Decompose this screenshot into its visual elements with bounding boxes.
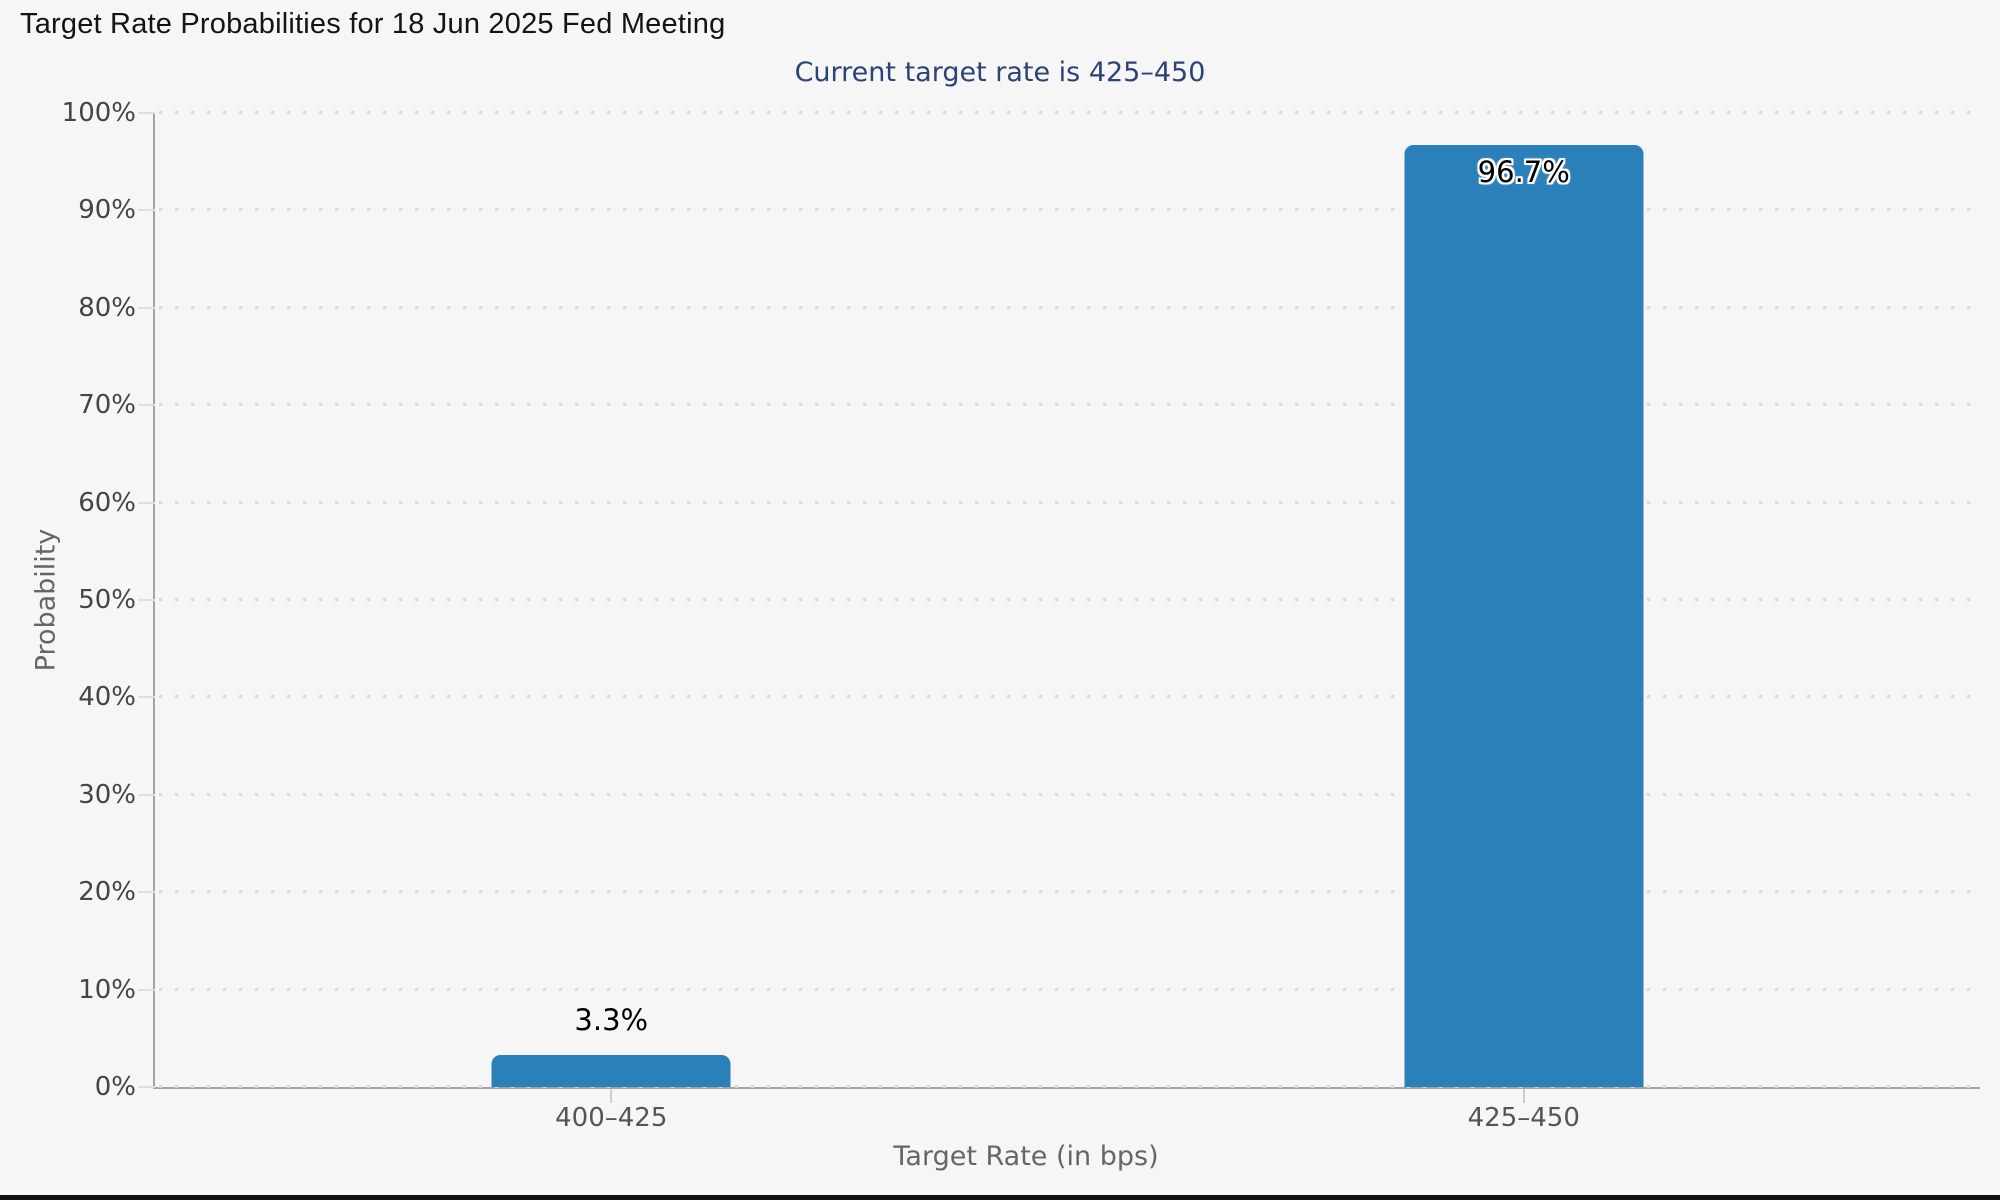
gridline [159, 792, 1980, 796]
gridline [159, 695, 1980, 699]
gridline [159, 500, 1980, 504]
x-axis-tick [1522, 1089, 1525, 1103]
bars-layer: 3.3% 400–425 96.7% 425–450 [155, 113, 1981, 1133]
probability-bar[interactable]: 96.7% [1404, 145, 1644, 1087]
gridline [159, 890, 1980, 894]
y-axis-tick [138, 793, 155, 796]
gridline [159, 987, 1980, 991]
chart-subtitle: Current target rate is 425–450 [794, 57, 1206, 88]
y-axis-tick-label: 30% [78, 779, 136, 810]
gridlines-layer: 0% 10% 20% 30% 40% 50% 60% 70% 80% 90% 100% [62, 98, 1980, 1102]
y-axis-tick [138, 891, 155, 894]
y-axis-tick [138, 112, 155, 114]
y-axis-tick-label: 60% [78, 487, 136, 518]
y-axis-title: Probability [30, 528, 62, 672]
gridline [159, 111, 1980, 114]
y-axis-tick-label: 90% [78, 195, 136, 226]
y-axis-tick [138, 599, 155, 601]
plot-area: 0% 10% 20% 30% 40% 50% 60% 70% 80% 90% 100% 3.3% 40… [62, 98, 1981, 1133]
y-axis-tick [138, 1086, 155, 1088]
y-axis-tick [138, 988, 155, 991]
probability-bar[interactable] [491, 1054, 731, 1087]
y-axis-tick-label: 80% [78, 292, 136, 323]
gridline [159, 208, 1980, 212]
gridline [159, 305, 1980, 309]
chart-title: Target Rate Probabilities for 18 Jun 202… [20, 8, 726, 40]
y-axis-tick-label: 70% [78, 390, 136, 421]
y-axis-tick-label: 0% [94, 1072, 136, 1102]
y-axis-tick-label: 40% [78, 682, 136, 713]
category-band: 96.7% 425–450 [1068, 113, 1981, 1133]
bottom-strip [0, 1195, 2000, 1200]
y-axis-tick-label: 50% [78, 585, 136, 615]
y-axis-tick-label: 100% [61, 98, 136, 128]
gridline [159, 598, 1980, 601]
x-axis-tick [610, 1089, 613, 1103]
x-axis-title: Target Rate (in bps) [893, 1141, 1159, 1172]
bar-value-label: 3.3% [574, 1002, 649, 1037]
y-axis-tick [138, 404, 155, 407]
y-axis-tick [138, 696, 155, 699]
y-axis-tick [138, 306, 155, 309]
y-axis-tick [138, 501, 155, 504]
category-band: 3.3% 400–425 [155, 113, 1068, 1133]
gridline [159, 1085, 1980, 1088]
y-axis-tick-label: 20% [78, 877, 136, 908]
x-axis-category-label: 425–450 [1467, 1103, 1580, 1133]
bar-value-label: 96.7% [1477, 155, 1570, 190]
gridline [159, 403, 1980, 407]
y-axis-tick-label: 10% [78, 974, 136, 1005]
x-axis-category-label: 400–425 [555, 1103, 668, 1133]
y-axis-tick [138, 209, 155, 212]
